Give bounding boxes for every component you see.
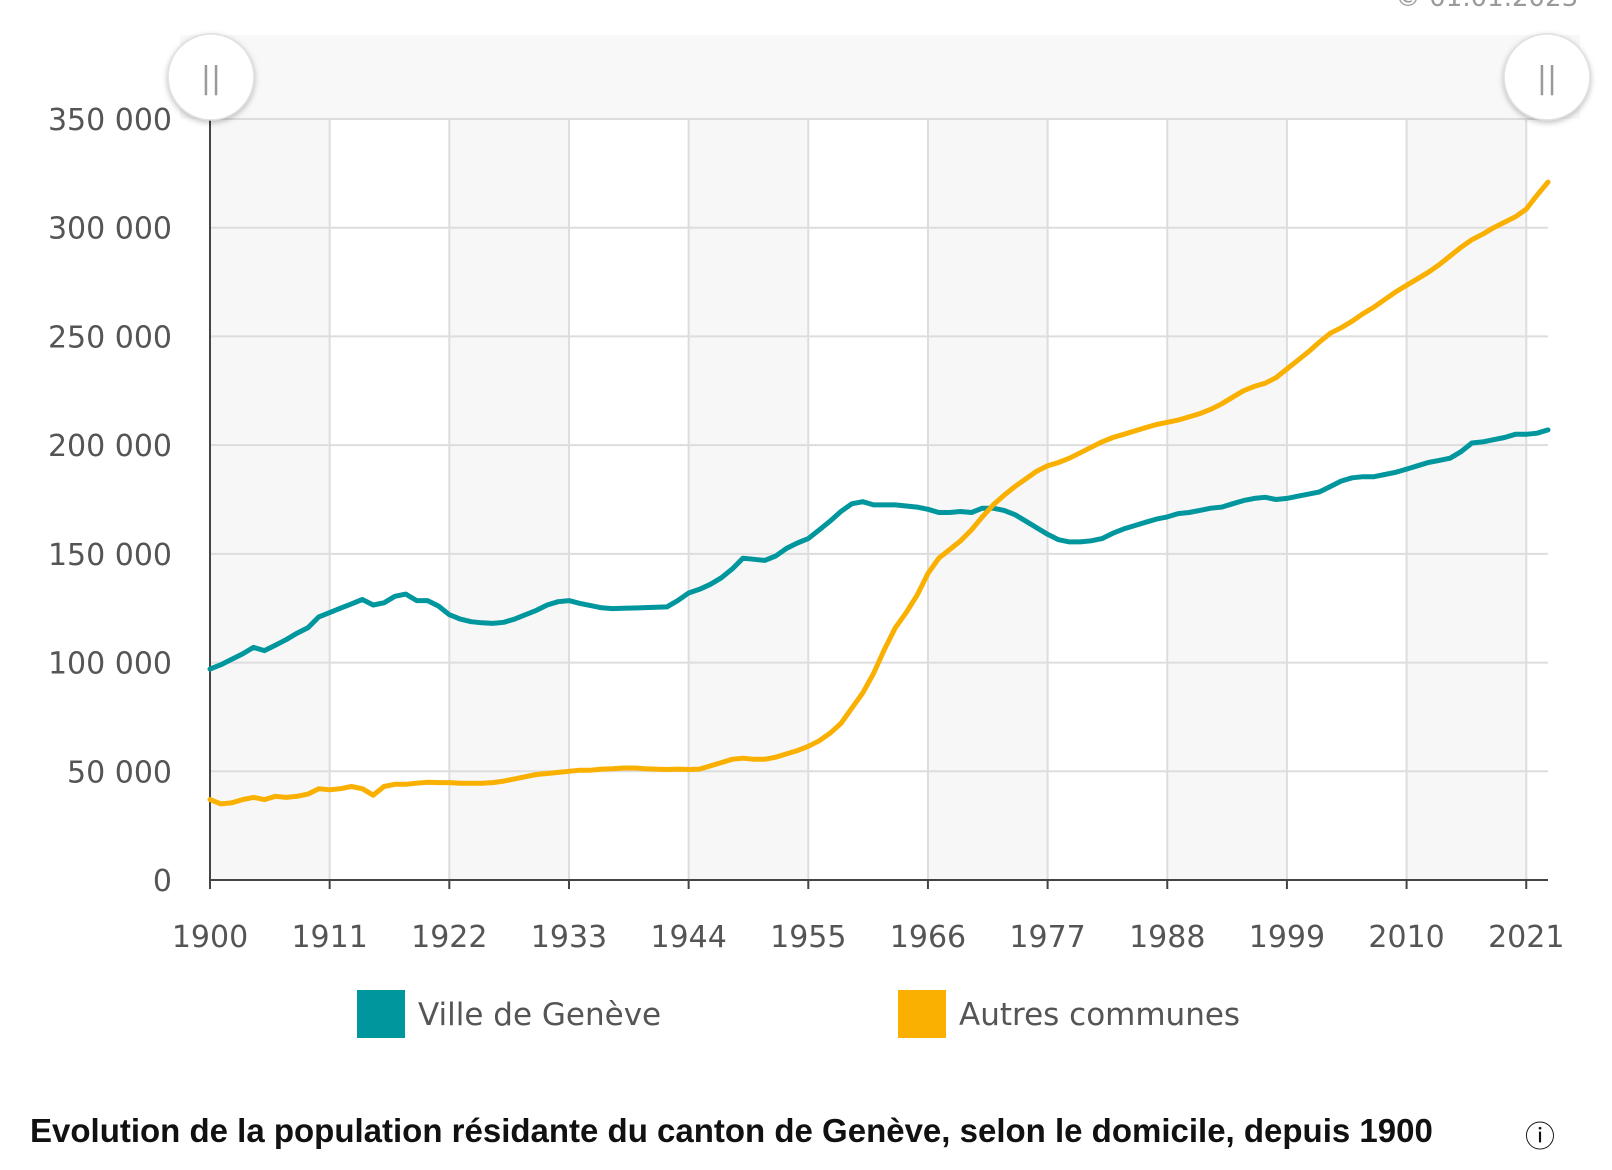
y-tick-label: 250 000	[48, 320, 172, 355]
background-band	[1406, 119, 1527, 880]
legend-swatch-city	[357, 990, 405, 1038]
y-tick-label: 150 000	[48, 538, 172, 573]
background-band	[927, 119, 1048, 880]
chart-caption-title: Evolution de la population résidante du …	[30, 1112, 1433, 1149]
left-handle-grip-icon: ||	[201, 61, 221, 96]
horizontal-gridlines	[210, 118, 1548, 773]
legend-swatch-communes	[898, 990, 946, 1038]
navigator-right-handle[interactable]: ||	[1503, 33, 1591, 121]
x-tick-label: 2010	[1368, 920, 1444, 955]
series-line-autres-communes[interactable]	[207, 179, 1551, 807]
x-tick-label: 1922	[411, 920, 487, 955]
y-tick-label: 50 000	[67, 755, 172, 790]
y-tick-label: 200 000	[48, 429, 172, 464]
x-tick-label: 1911	[291, 920, 367, 955]
y-axis-labels: 0 50 000 100 000 150 000 200 000 250 000 300 0…	[48, 103, 172, 899]
legend-item-autres-communes[interactable]: Autres communes	[898, 990, 1240, 1038]
y-tick-label: 0	[153, 864, 172, 899]
background-band	[210, 119, 330, 880]
x-tick-label: 1988	[1129, 920, 1205, 955]
corner-date-text: © 01.01.2023	[1395, 0, 1578, 13]
background-band	[449, 119, 569, 880]
x-tick-label: 1944	[650, 920, 726, 955]
y-tick-label: 350 000	[48, 103, 172, 138]
series-line-ville-de-geneve[interactable]	[207, 427, 1551, 672]
legend-label-communes: Autres communes	[959, 997, 1240, 1033]
data-series	[207, 179, 1551, 807]
x-tick-label: 1966	[890, 920, 966, 955]
legend-label-city: Ville de Genève	[418, 997, 661, 1033]
navigator-left-handle[interactable]: ||	[167, 33, 255, 121]
alternating-bands	[210, 119, 1527, 880]
x-axis-ticks	[209, 880, 1528, 889]
x-tick-label: 1900	[172, 920, 248, 955]
vertical-gridlines	[328, 119, 1528, 880]
x-tick-label: 1955	[770, 920, 846, 955]
x-axis-labels: 1900 1911 1922 1933 1944 1955 1966 1977 1988 1999…	[172, 920, 1565, 955]
x-tick-label: 1933	[531, 920, 607, 955]
x-tick-label: 1999	[1249, 920, 1325, 955]
navigator-strip[interactable]	[180, 35, 1580, 119]
info-icon[interactable]: ⓘ	[1525, 1120, 1555, 1155]
x-tick-label: 2021	[1488, 920, 1564, 955]
right-handle-grip-icon: ||	[1537, 61, 1557, 96]
y-tick-label: 300 000	[48, 212, 172, 247]
legend-item-ville-de-geneve[interactable]: Ville de Genève	[357, 990, 661, 1038]
x-tick-label: 1977	[1009, 920, 1085, 955]
y-tick-label: 100 000	[48, 647, 172, 682]
